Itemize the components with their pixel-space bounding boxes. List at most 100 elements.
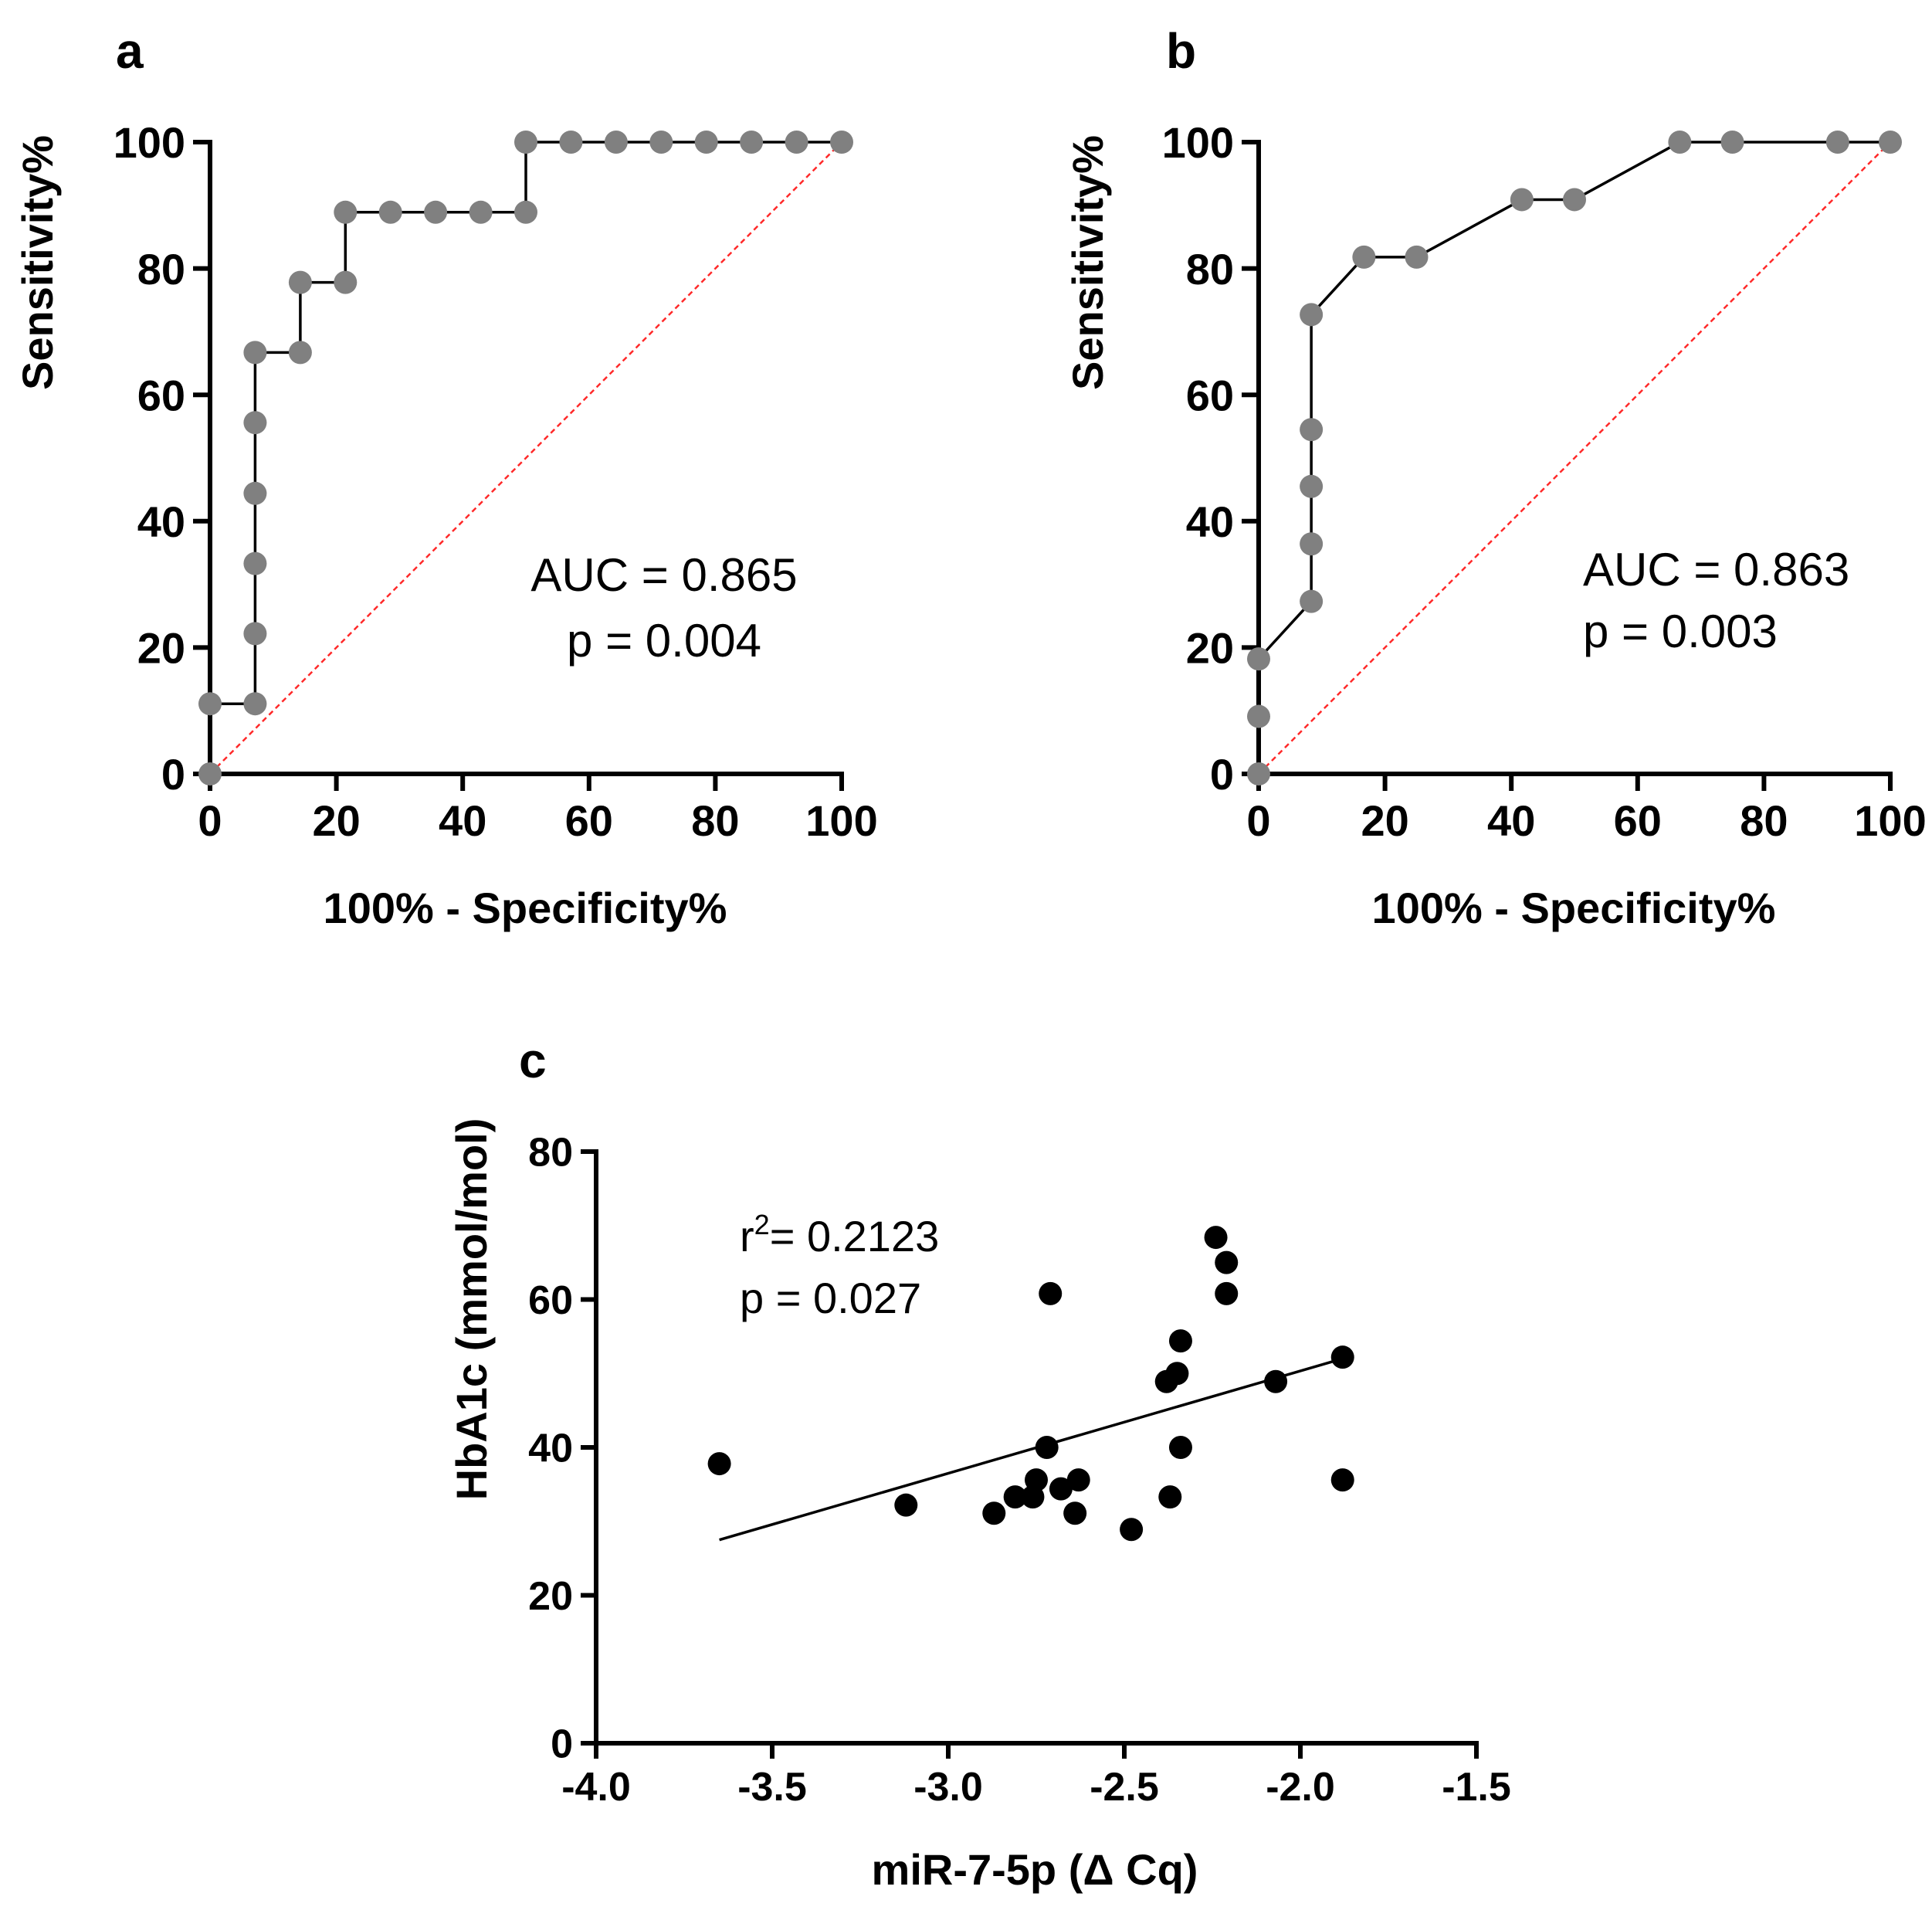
scatter-point <box>1066 1468 1090 1492</box>
y-axis-label-c: HbA1c (mmol/mol) <box>447 1118 496 1501</box>
y-tick-label-c: 20 <box>528 1574 573 1619</box>
regression-line <box>719 1357 1344 1542</box>
panel-label-b: b <box>1166 23 1196 79</box>
y-tick-label-b: 40 <box>1186 497 1234 546</box>
x-tick-label-b: 40 <box>1487 796 1535 845</box>
x-axis-c: -4.0 -3.5 -3.0 -2.5 -2.0 -1.5 <box>561 1765 1511 1810</box>
panel-b: b Sensitivity% 100% - Specificity% 0 20 40… <box>1063 23 1927 932</box>
roc-point-b <box>1825 131 1849 154</box>
axes-c: -4.0 -3.5 -3.0 -2.5 -2.0 -1.5 0 20 40 60 80 <box>528 1131 1511 1810</box>
roc-point-a <box>604 131 628 154</box>
x-axis-b: 0 20 40 60 80 100 <box>1246 796 1926 845</box>
roc-point-b <box>1247 762 1270 785</box>
r-squared-text: r2= 0.2123 <box>740 1209 939 1260</box>
annotation-b: AUC = 0.863 p = 0.003 <box>1583 544 1849 657</box>
x-tick-label-b: 60 <box>1614 796 1662 845</box>
y-axis-c: 0 20 40 60 80 <box>528 1131 573 1767</box>
roc-point-b <box>1300 303 1324 327</box>
roc-point-a <box>288 270 312 294</box>
axes-a: 0 20 40 60 80 100 0 20 40 60 80 100 <box>114 118 878 845</box>
roc-point-b <box>1300 532 1324 556</box>
y-axis-label-a: Sensitivity% <box>13 135 62 390</box>
roc-point-b <box>1247 704 1270 728</box>
y-tick-label-b: 20 <box>1186 624 1234 673</box>
auc-text-a: AUC = 0.865 <box>530 549 797 601</box>
x-tick-label-a: 60 <box>565 796 613 845</box>
scatter-point <box>1165 1362 1189 1386</box>
roc-point-b <box>1300 589 1324 613</box>
panel-label-a: a <box>116 23 144 79</box>
roc-point-a <box>694 131 718 154</box>
roc-point-a <box>378 200 402 224</box>
roc-point-a <box>785 131 808 154</box>
y-tick-label-c: 40 <box>528 1427 573 1471</box>
p-value-text-a: p = 0.004 <box>567 615 761 667</box>
scatter-point <box>982 1501 1006 1525</box>
roc-point-a <box>514 200 537 224</box>
x-axis-label-b: 100% - Specificity% <box>1372 884 1776 932</box>
x-tick-label-b: 80 <box>1740 796 1788 845</box>
roc-point-b <box>1668 131 1692 154</box>
y-tick-label-c: 0 <box>551 1722 573 1767</box>
scatter-point <box>1204 1226 1228 1250</box>
y-tick-label-a: 40 <box>137 497 185 546</box>
roc-point-a <box>243 692 267 716</box>
scatter-point <box>1049 1477 1073 1501</box>
roc-point-a <box>198 692 222 716</box>
roc-point-b <box>1405 245 1429 269</box>
scatter-point <box>1168 1436 1192 1459</box>
reference-line-b <box>1258 141 1891 775</box>
roc-point-a <box>514 131 537 154</box>
x-tick-label-c: -2.0 <box>1266 1765 1335 1810</box>
scatter-point <box>1039 1281 1063 1305</box>
r-squared-value: = 0.2123 <box>770 1212 940 1260</box>
p-value-text-b: p = 0.003 <box>1583 606 1778 657</box>
scatter-point <box>1003 1485 1027 1509</box>
plot-c <box>707 1226 1354 1542</box>
p-value-text-c: p = 0.027 <box>740 1274 921 1322</box>
y-tick-label-a: 100 <box>114 118 185 167</box>
annotation-c: r2= 0.2123 p = 0.027 <box>740 1209 939 1322</box>
x-tick-label-b: 0 <box>1246 796 1270 845</box>
roc-curve-b <box>1257 141 1890 774</box>
roc-point-a <box>559 131 583 154</box>
y-tick-label-a: 0 <box>161 750 185 799</box>
scatter-point <box>1158 1485 1182 1509</box>
roc-point-b <box>1510 188 1534 212</box>
scatter-point <box>1264 1369 1288 1393</box>
scatter-point <box>707 1452 731 1476</box>
roc-point-b <box>1300 418 1324 442</box>
x-tick-label-c: -4.0 <box>561 1765 631 1810</box>
roc-point-b <box>1879 131 1902 154</box>
x-tick-label-c: -2.5 <box>1090 1765 1159 1810</box>
scatter-point <box>1168 1329 1192 1353</box>
x-tick-label-a: 20 <box>312 796 360 845</box>
scatter-point <box>1330 1468 1354 1492</box>
y-tick-label-a: 80 <box>137 245 185 293</box>
roc-point-b <box>1352 245 1376 269</box>
scatter-point <box>1330 1345 1354 1369</box>
scatter-point <box>1035 1436 1059 1459</box>
x-tick-label-b: 20 <box>1361 796 1408 845</box>
y-axis-b: 0 20 40 60 80 100 <box>1162 118 1234 799</box>
roc-point-a <box>198 762 222 785</box>
x-tick-label-a: 100 <box>805 796 877 845</box>
panel-label-c: c <box>519 1033 547 1088</box>
panel-a: a Sensitivity% 100% - Specificity% 0 20 40… <box>13 23 878 932</box>
y-tick-label-b: 80 <box>1186 245 1234 293</box>
plot-a <box>198 131 853 785</box>
roc-point-a <box>243 481 267 505</box>
roc-point-a <box>243 622 267 646</box>
roc-point-b <box>1300 474 1324 498</box>
roc-point-a <box>469 200 493 224</box>
annotation-a: AUC = 0.865 p = 0.004 <box>530 549 797 667</box>
scatter-point <box>1063 1501 1087 1525</box>
roc-point-a <box>334 200 358 224</box>
x-tick-label-b: 100 <box>1854 796 1926 845</box>
y-tick-label-c: 60 <box>528 1278 573 1323</box>
roc-point-a <box>424 200 448 224</box>
y-tick-label-b: 0 <box>1210 750 1234 799</box>
y-tick-label-b: 100 <box>1162 118 1234 167</box>
x-tick-label-c: -1.5 <box>1442 1765 1511 1810</box>
